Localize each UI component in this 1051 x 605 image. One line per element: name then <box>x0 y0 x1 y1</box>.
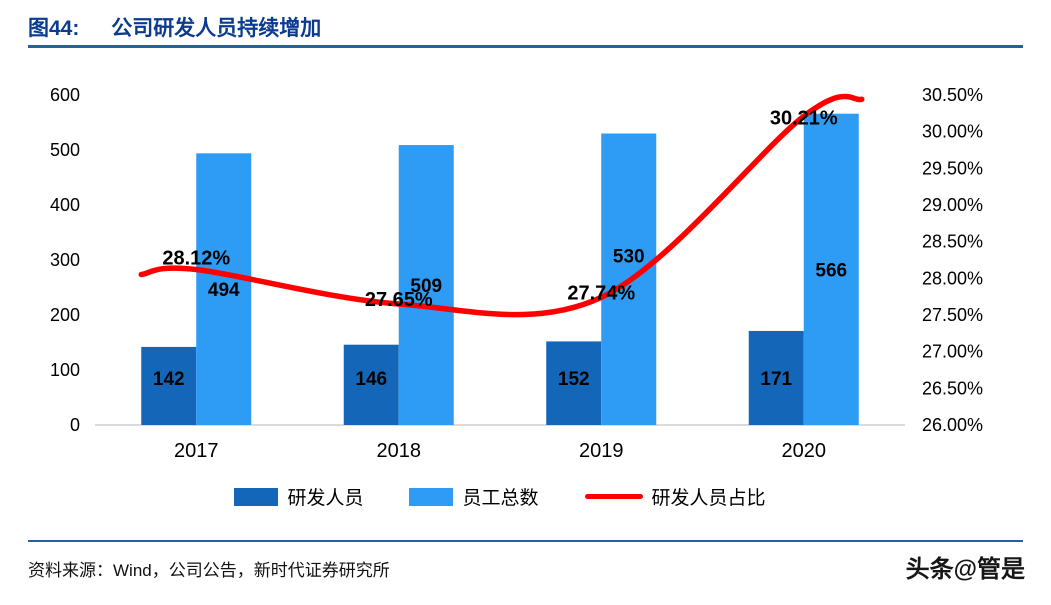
right-axis-tick-label: 26.00% <box>922 415 983 435</box>
rd-bar <box>748 330 804 425</box>
legend-line-swatch-ratio <box>584 494 643 499</box>
right-axis-tick-label: 28.50% <box>922 232 983 252</box>
ratio-line <box>138 93 865 318</box>
category-label: 2019 <box>579 440 624 462</box>
left-axis-tick-label: 400 <box>50 195 80 215</box>
category-label: 2018 <box>377 440 422 462</box>
rd-bar <box>546 341 602 425</box>
rd-bar <box>343 344 399 425</box>
rd-bar <box>141 346 197 425</box>
left-axis-tick-label: 100 <box>50 360 80 380</box>
footer-divider <box>28 540 1023 542</box>
category-label: 2017 <box>174 440 219 462</box>
total-bar-value-label: 530 <box>613 246 645 267</box>
right-axis-tick-label: 29.00% <box>922 195 983 215</box>
figure-label: 图44: <box>28 17 80 40</box>
total-bar-value-label: 509 <box>410 276 442 297</box>
rd-bar-value-label: 142 <box>153 369 185 390</box>
legend-item-rd-staff: 研发人员 <box>234 483 363 510</box>
rd-bar-value-label: 171 <box>760 369 792 390</box>
legend-item-rd-ratio: 研发人员占比 <box>584 483 766 510</box>
right-axis-tick-label: 26.50% <box>922 378 983 398</box>
chart-legend: 研发人员 员工总数 研发人员占比 <box>95 483 905 510</box>
ratio-value-label: 27.65% <box>365 289 433 311</box>
left-axis-tick-label: 200 <box>50 305 80 325</box>
legend-swatch-total <box>409 487 454 506</box>
total-bar <box>196 153 252 426</box>
right-axis-tick-label: 30.50% <box>922 85 983 105</box>
total-bar-value-label: 494 <box>208 280 240 301</box>
total-bar-value-label: 566 <box>815 260 847 281</box>
ratio-value-label: 28.12% <box>162 248 230 270</box>
watermark: 头条@管是 <box>905 556 1025 583</box>
left-axis-tick-label: 500 <box>50 140 80 160</box>
category-label: 2020 <box>782 440 827 462</box>
left-axis-tick-label: 300 <box>50 250 80 270</box>
legend-label-total: 员工总数 <box>462 488 539 509</box>
total-bar <box>398 145 454 426</box>
legend-swatch-rd <box>234 487 279 506</box>
source-note: 资料来源：Wind，公司公告，新时代证券研究所 <box>28 561 390 580</box>
page-title: 公司研发人员持续增加 <box>111 17 322 40</box>
figure-header: 图44: 公司研发人员持续增加 <box>28 12 321 42</box>
total-bar <box>803 113 859 425</box>
right-axis-tick-label: 27.50% <box>922 305 983 325</box>
right-axis-tick-label: 27.00% <box>922 342 983 362</box>
right-axis-tick-label: 30.00% <box>922 122 983 142</box>
right-axis-tick-label: 29.50% <box>922 158 983 178</box>
ratio-value-label: 27.74% <box>567 282 635 304</box>
legend-item-total-staff: 员工总数 <box>409 483 539 510</box>
header-divider <box>28 45 1023 48</box>
right-axis-tick-label: 28.00% <box>922 268 983 288</box>
ratio-value-label: 30.21% <box>770 107 838 129</box>
rd-bar-value-label: 146 <box>355 369 387 390</box>
left-axis-tick-label: 0 <box>70 415 80 435</box>
rd-bar-value-label: 152 <box>558 369 590 390</box>
legend-label-rd: 研发人员 <box>287 488 364 509</box>
left-axis-tick-label: 600 <box>50 85 80 105</box>
legend-label-ratio: 研发人员占比 <box>651 488 766 509</box>
